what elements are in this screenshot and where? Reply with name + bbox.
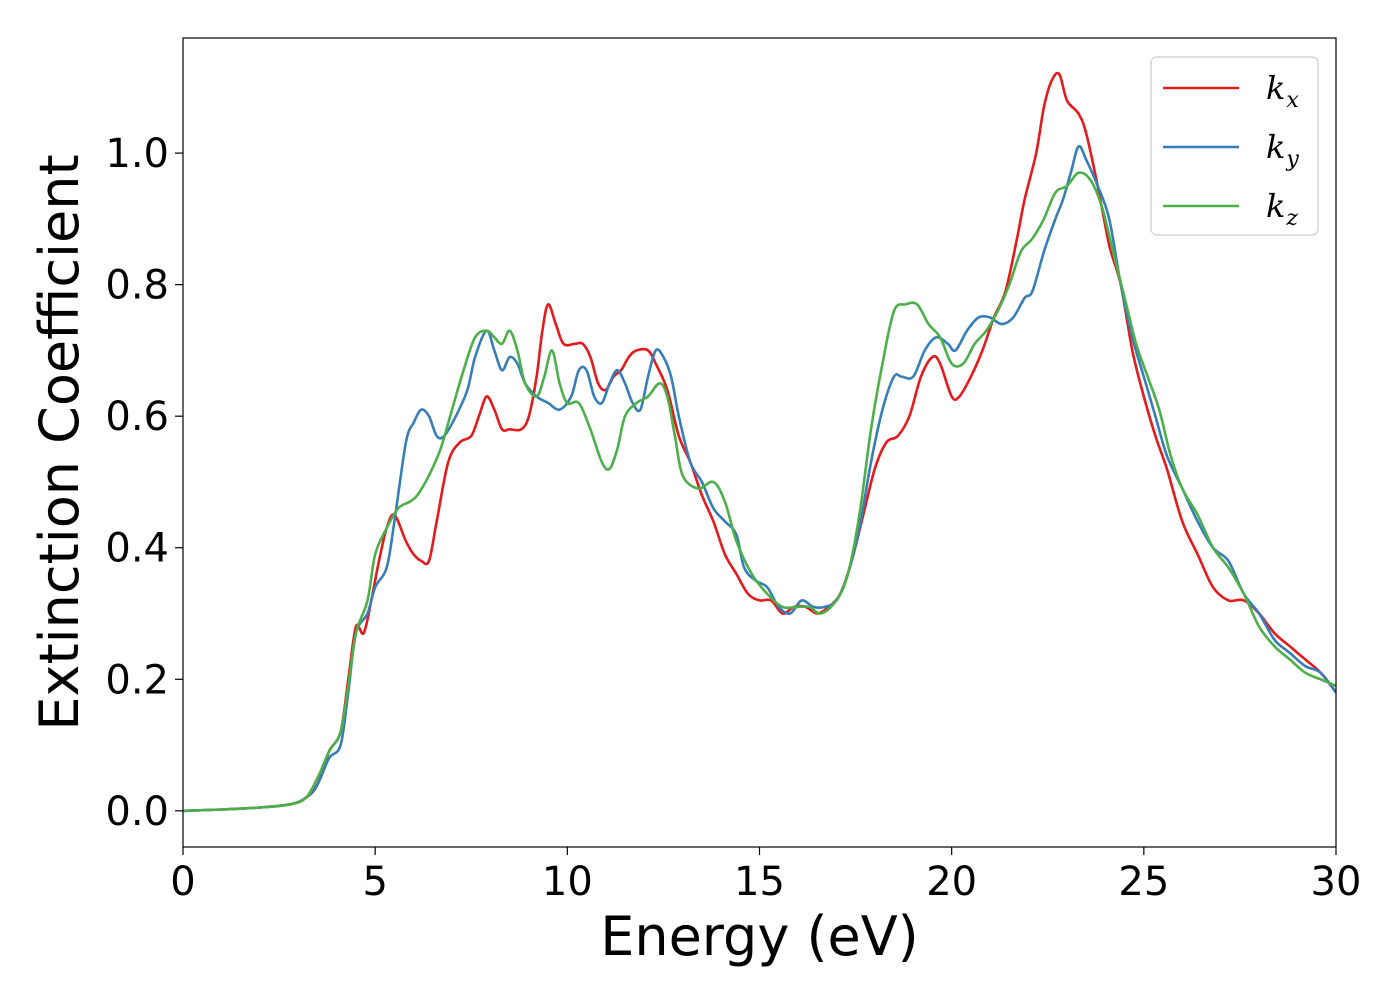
x-tick-label: 30 [1311,859,1362,905]
y-tick-label: 0.6 [105,394,169,440]
series-layer [183,71,1336,813]
x-tick-label: 20 [926,859,977,905]
y-tick-label: 0.0 [105,789,169,835]
y-tick-label: 0.8 [105,263,169,309]
x-tick-label: 25 [1118,859,1169,905]
y-tick-label: 0.4 [105,526,169,572]
y-tick-label: 1.0 [105,131,169,177]
x-tick-label: 0 [170,859,195,905]
series-line-kz [183,171,1336,813]
x-tick-label: 5 [362,859,387,905]
y-axis: 0.0 0.2 0.4 0.6 0.8 1.0 [105,131,183,835]
y-axis-label: Extinction Coefficient [28,154,91,730]
x-tick-label: 10 [542,859,593,905]
x-tick-label: 15 [734,859,785,905]
series-line-ky [183,144,1336,813]
x-axis-label: Energy (eV) [600,905,919,968]
y-tick-label: 0.2 [105,657,169,703]
x-axis: 0 5 10 15 20 25 30 [170,847,1361,905]
